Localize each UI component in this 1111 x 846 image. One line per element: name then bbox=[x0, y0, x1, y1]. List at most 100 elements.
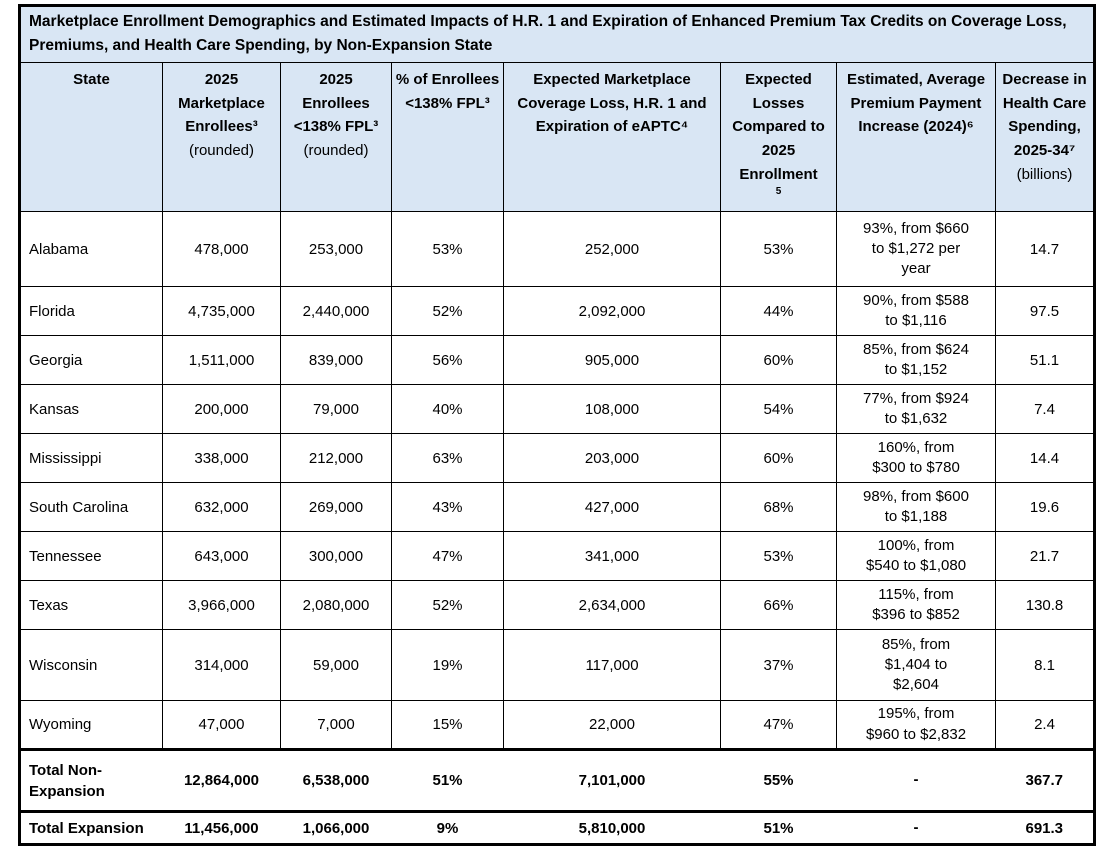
cell-expected-losses-pct: 55% bbox=[720, 748, 837, 813]
cell-2025-marketplace-enrollees: 12,864,000 bbox=[162, 748, 281, 813]
cell-spending-decrease: 130.8 bbox=[994, 580, 1096, 631]
cell-spending-decrease: 8.1 bbox=[994, 629, 1096, 702]
cell-expected-coverage-loss: 252,000 bbox=[503, 211, 721, 288]
cell-pct-enrollees-under-138-fpl: 52% bbox=[391, 286, 504, 337]
cell-pct-enrollees-under-138-fpl: 19% bbox=[391, 629, 504, 702]
cell-expected-losses-pct: 53% bbox=[720, 211, 837, 288]
cell-2025-marketplace-enrollees: 338,000 bbox=[162, 433, 281, 484]
cell-state: Wisconsin bbox=[19, 629, 163, 702]
column-header-label: Expected Losses Compared to 2025 Enrollm… bbox=[732, 71, 825, 183]
cell-premium-increase: - bbox=[836, 810, 996, 846]
cell-spending-decrease: 97.5 bbox=[994, 286, 1096, 337]
column-header-label: Expected Marketplace Coverage Loss, H.R.… bbox=[517, 71, 707, 136]
cell-state: South Carolina bbox=[19, 482, 163, 533]
column-header-expected-losses-vs-enrollment: Expected Losses Compared to 2025 Enrollm… bbox=[720, 62, 837, 213]
cell-2025-marketplace-enrollees: 4,735,000 bbox=[162, 286, 281, 337]
cell-expected-coverage-loss: 341,000 bbox=[503, 531, 721, 582]
cell-premium-increase: 160%, from $300 to $780 bbox=[836, 433, 996, 484]
cell-spending-decrease: 2.4 bbox=[994, 700, 1096, 751]
column-header-label: 2025 Marketplace Enrollees³ bbox=[178, 71, 265, 136]
cell-premium-increase: 93%, from $660 to $1,272 per year bbox=[836, 211, 996, 288]
cell-2025-marketplace-enrollees: 314,000 bbox=[162, 629, 281, 702]
cell-expected-coverage-loss: 427,000 bbox=[503, 482, 721, 533]
column-header-label: State bbox=[73, 71, 110, 89]
cell-enrollees-under-138-fpl: 1,066,000 bbox=[280, 810, 392, 846]
cell-2025-marketplace-enrollees: 478,000 bbox=[162, 211, 281, 288]
cell-pct-enrollees-under-138-fpl: 52% bbox=[391, 580, 504, 631]
column-header-spending-decrease: Decrease in Health Care Spending, 2025-3… bbox=[994, 62, 1096, 213]
cell-spending-decrease: 691.3 bbox=[995, 810, 1095, 846]
cell-state: Georgia bbox=[19, 335, 163, 386]
column-header-label: 2025 Enrollees <138% FPL³ bbox=[293, 71, 379, 136]
cell-premium-increase: 195%, from $960 to $2,832 bbox=[836, 700, 996, 751]
cell-total-label: Total Non-Expansion bbox=[19, 748, 163, 813]
column-header-expected-coverage-loss: Expected Marketplace Coverage Loss, H.R.… bbox=[503, 62, 721, 213]
cell-expected-losses-pct: 47% bbox=[720, 700, 837, 751]
cell-2025-marketplace-enrollees: 47,000 bbox=[162, 700, 281, 751]
cell-enrollees-under-138-fpl: 2,440,000 bbox=[280, 286, 392, 337]
cell-spending-decrease: 19.6 bbox=[994, 482, 1096, 533]
cell-expected-coverage-loss: 22,000 bbox=[503, 700, 721, 751]
cell-expected-losses-pct: 51% bbox=[720, 810, 837, 846]
cell-enrollees-under-138-fpl: 269,000 bbox=[280, 482, 392, 533]
cell-expected-losses-pct: 66% bbox=[720, 580, 837, 631]
cell-spending-decrease: 7.4 bbox=[994, 384, 1096, 435]
cell-expected-coverage-loss: 5,810,000 bbox=[503, 810, 721, 846]
cell-2025-marketplace-enrollees: 200,000 bbox=[162, 384, 281, 435]
cell-expected-losses-pct: 68% bbox=[720, 482, 837, 533]
cell-state: Alabama bbox=[19, 211, 163, 288]
cell-expected-losses-pct: 54% bbox=[720, 384, 837, 435]
column-header-pct-enrollees-under-138-fpl: % of Enrollees <138% FPL³ bbox=[391, 62, 504, 213]
column-header-note: (rounded) bbox=[188, 142, 255, 160]
cell-premium-increase: 85%, from $624 to $1,152 bbox=[836, 335, 996, 386]
cell-pct-enrollees-under-138-fpl: 63% bbox=[391, 433, 504, 484]
state-row: Tennessee 643,000 300,000 47% 341,000 53… bbox=[19, 531, 1096, 582]
column-header-enrollees-under-138-fpl: 2025 Enrollees <138% FPL³ (rounded) bbox=[280, 62, 392, 213]
cell-state: Mississippi bbox=[19, 433, 163, 484]
column-header-label: % of Enrollees <138% FPL³ bbox=[395, 71, 500, 112]
cell-expected-losses-pct: 44% bbox=[720, 286, 837, 337]
cell-pct-enrollees-under-138-fpl: 15% bbox=[391, 700, 504, 751]
cell-enrollees-under-138-fpl: 59,000 bbox=[280, 629, 392, 702]
cell-enrollees-under-138-fpl: 79,000 bbox=[280, 384, 392, 435]
cell-premium-increase: 90%, from $588 to $1,116 bbox=[836, 286, 996, 337]
cell-expected-losses-pct: 60% bbox=[720, 433, 837, 484]
cell-expected-coverage-loss: 2,092,000 bbox=[503, 286, 721, 337]
cell-premium-increase: 100%, from $540 to $1,080 bbox=[836, 531, 996, 582]
cell-state: Kansas bbox=[19, 384, 163, 435]
cell-state: Tennessee bbox=[19, 531, 163, 582]
cell-pct-enrollees-under-138-fpl: 47% bbox=[391, 531, 504, 582]
column-header-note: (rounded) bbox=[303, 142, 369, 160]
cell-expected-losses-pct: 37% bbox=[720, 629, 837, 702]
cell-2025-marketplace-enrollees: 643,000 bbox=[162, 531, 281, 582]
state-row: Kansas 200,000 79,000 40% 108,000 54% 77… bbox=[19, 384, 1096, 435]
cell-spending-decrease: 21.7 bbox=[994, 531, 1096, 582]
column-header-note: (billions) bbox=[1016, 165, 1073, 183]
cell-enrollees-under-138-fpl: 6,538,000 bbox=[280, 748, 392, 813]
cell-state: Texas bbox=[19, 580, 163, 631]
table-title: Marketplace Enrollment Demographics and … bbox=[18, 4, 1096, 64]
cell-expected-coverage-loss: 7,101,000 bbox=[503, 748, 721, 813]
column-footnote-marker: 5 bbox=[775, 186, 782, 198]
state-row: South Carolina 632,000 269,000 43% 427,0… bbox=[19, 482, 1096, 533]
cell-pct-enrollees-under-138-fpl: 51% bbox=[391, 748, 504, 813]
cell-enrollees-under-138-fpl: 839,000 bbox=[280, 335, 392, 386]
cell-enrollees-under-138-fpl: 253,000 bbox=[280, 211, 392, 288]
cell-pct-enrollees-under-138-fpl: 56% bbox=[391, 335, 504, 386]
cell-premium-increase: 85%, from $1,404 to $2,604 bbox=[836, 629, 996, 702]
cell-spending-decrease: 367.7 bbox=[995, 748, 1095, 813]
cell-expected-coverage-loss: 203,000 bbox=[503, 433, 721, 484]
cell-enrollees-under-138-fpl: 212,000 bbox=[280, 433, 392, 484]
column-header-label: Estimated, Average Premium Payment Incre… bbox=[846, 71, 986, 136]
cell-spending-decrease: 14.7 bbox=[994, 211, 1096, 288]
cell-pct-enrollees-under-138-fpl: 53% bbox=[391, 211, 504, 288]
cell-expected-coverage-loss: 108,000 bbox=[503, 384, 721, 435]
cell-enrollees-under-138-fpl: 2,080,000 bbox=[280, 580, 392, 631]
cell-spending-decrease: 51.1 bbox=[994, 335, 1096, 386]
cell-2025-marketplace-enrollees: 632,000 bbox=[162, 482, 281, 533]
state-row: Alabama 478,000 253,000 53% 252,000 53% … bbox=[19, 211, 1096, 288]
title-row: Marketplace Enrollment Demographics and … bbox=[18, 4, 1096, 64]
column-header-premium-payment-increase: Estimated, Average Premium Payment Incre… bbox=[836, 62, 996, 213]
cell-total-label: Total Expansion bbox=[19, 810, 163, 846]
